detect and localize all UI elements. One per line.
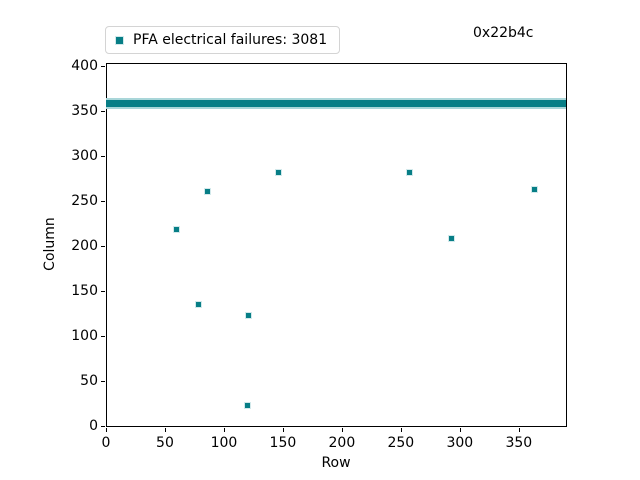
y-tick-mark <box>101 380 105 382</box>
y-tick-mark <box>101 290 105 292</box>
legend: PFA electrical failures: 3081 <box>105 26 341 54</box>
x-tick-label: 0 <box>101 435 111 451</box>
y-tick-label: 200 <box>71 237 98 254</box>
x-tick-label: 50 <box>156 435 174 451</box>
y-tick-label: 250 <box>71 192 98 209</box>
y-tick-label: 150 <box>71 282 98 299</box>
y-tick-mark <box>101 200 105 202</box>
data-point <box>195 301 201 307</box>
x-tick-label: 100 <box>210 435 238 451</box>
data-point <box>204 189 210 195</box>
y-tick-label: 0 <box>89 418 98 434</box>
x-tick-mark <box>459 428 461 432</box>
y-tick-label: 50 <box>80 372 98 389</box>
y-tick-label: 400 <box>71 57 98 74</box>
y-tick-mark <box>101 65 105 67</box>
x-tick-mark <box>164 428 166 432</box>
x-tick-label: 300 <box>446 435 474 451</box>
y-tick-mark <box>101 245 105 247</box>
x-tick-mark <box>518 428 520 432</box>
x-tick-mark <box>400 428 402 432</box>
x-tick-mark <box>282 428 284 432</box>
y-tick-mark <box>101 335 105 337</box>
data-point <box>449 236 455 242</box>
x-tick-mark <box>341 428 343 432</box>
legend-label: PFA electrical failures: 3081 <box>133 32 328 48</box>
data-point <box>245 402 251 408</box>
x-tick-label: 150 <box>269 435 297 451</box>
failure-band <box>106 98 566 109</box>
data-point <box>406 170 412 176</box>
x-tick-label: 350 <box>505 435 533 451</box>
legend-marker-icon <box>116 36 123 44</box>
data-point <box>275 170 281 176</box>
y-tick-mark <box>101 426 105 427</box>
y-tick-label: 100 <box>71 327 98 344</box>
x-tick-mark <box>223 428 225 432</box>
x-tick-mark <box>106 428 107 432</box>
y-tick-label: 300 <box>71 147 98 164</box>
y-tick-label: 350 <box>71 102 98 119</box>
x-tick-label: 250 <box>387 435 415 451</box>
plot-area <box>106 63 567 427</box>
data-point <box>174 227 180 233</box>
y-tick-mark <box>101 155 105 157</box>
annotation-text: 0x22b4c <box>473 25 534 41</box>
x-tick-label: 200 <box>328 435 356 451</box>
x-axis-label: Row <box>321 455 351 471</box>
data-point <box>531 186 537 192</box>
y-tick-mark <box>101 110 105 112</box>
data-point <box>246 312 252 318</box>
